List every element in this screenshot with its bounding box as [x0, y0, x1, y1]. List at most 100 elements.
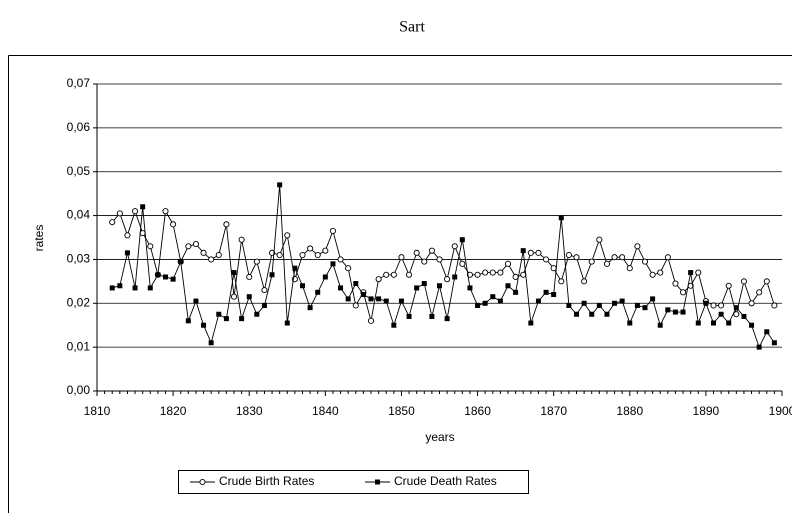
- data-point: [353, 281, 359, 287]
- data-point: [253, 258, 260, 265]
- data-point: [185, 318, 191, 324]
- data-point: [246, 273, 253, 281]
- data-point: [649, 271, 656, 278]
- data-point: [535, 298, 541, 304]
- data-point: [771, 302, 778, 309]
- data-point: [513, 289, 519, 295]
- data-point: [504, 260, 512, 267]
- data-point: [733, 305, 739, 311]
- data-point: [688, 270, 694, 276]
- data-point: [733, 311, 740, 318]
- data-point: [421, 281, 427, 287]
- data-point: [741, 313, 747, 319]
- data-point: [117, 283, 123, 289]
- data-point: [109, 285, 115, 291]
- data-point: [596, 236, 603, 243]
- data-point: [459, 260, 466, 267]
- data-point: [619, 298, 625, 304]
- data-point: [520, 248, 526, 254]
- data-point: [155, 272, 161, 278]
- data-point: [193, 298, 199, 304]
- data-point: [550, 265, 557, 272]
- data-point: [254, 311, 260, 317]
- data-point: [170, 276, 176, 282]
- data-point: [223, 221, 230, 228]
- data-point: [763, 278, 770, 285]
- data-point: [756, 344, 762, 350]
- data-point: [201, 322, 207, 328]
- data-point: [627, 320, 633, 326]
- series-line: [112, 184, 775, 349]
- data-point: [376, 296, 382, 302]
- data-point: [368, 296, 374, 302]
- data-point: [413, 249, 420, 256]
- data-point: [284, 320, 290, 326]
- data-point: [428, 247, 435, 254]
- data-point: [771, 340, 777, 346]
- data-point: [764, 329, 770, 335]
- data-point: [300, 283, 305, 289]
- x-tick-label: 1900: [769, 404, 792, 418]
- x-tick-label: 1870: [540, 404, 567, 418]
- data-point: [642, 305, 648, 311]
- chart-title: Sart: [399, 19, 425, 36]
- data-point: [695, 320, 701, 326]
- data-point: [322, 274, 328, 280]
- legend-marker: [199, 478, 206, 486]
- data-point: [239, 316, 245, 322]
- legend: [178, 470, 529, 494]
- data-point: [474, 271, 481, 278]
- data-point: [437, 283, 442, 289]
- data-point: [665, 307, 671, 313]
- data-point: [482, 269, 489, 276]
- data-point: [718, 311, 724, 317]
- data-point: [223, 316, 229, 322]
- data-point: [619, 254, 626, 261]
- x-tick-label: 1860: [464, 404, 491, 418]
- data-point: [612, 300, 618, 306]
- x-axis-label: years: [425, 430, 454, 444]
- data-point: [284, 232, 291, 239]
- data-point: [634, 243, 641, 250]
- data-point: [581, 278, 588, 285]
- data-point: [406, 271, 413, 278]
- data-point: [573, 254, 580, 261]
- data-point: [634, 302, 640, 308]
- data-point: [360, 292, 366, 298]
- data-point: [725, 282, 732, 289]
- data-point: [261, 302, 267, 308]
- data-point: [398, 254, 405, 261]
- x-tick-label: 1820: [160, 404, 187, 418]
- data-point: [680, 309, 686, 315]
- data-point: [215, 251, 222, 259]
- data-point: [565, 251, 572, 259]
- data-point: [574, 311, 579, 317]
- data-point: [512, 273, 519, 281]
- data-point: [497, 298, 503, 304]
- legend-label: Crude Death Rates: [394, 474, 497, 488]
- data-point: [482, 300, 488, 306]
- data-point: [352, 302, 359, 309]
- data-point: [109, 219, 116, 226]
- y-axis-label: rates: [32, 225, 46, 252]
- data-point: [322, 247, 329, 254]
- data-point: [490, 294, 496, 300]
- y-tick-label: 0,04: [67, 208, 91, 222]
- data-point: [124, 232, 131, 239]
- data-point: [604, 311, 610, 317]
- data-point: [740, 278, 747, 285]
- data-point: [269, 272, 275, 278]
- data-point: [307, 305, 313, 311]
- data-point: [208, 256, 215, 263]
- data-point: [551, 292, 557, 298]
- data-point: [528, 320, 534, 326]
- data-point: [703, 300, 709, 306]
- x-tick-label: 1810: [84, 404, 111, 418]
- x-tick-label: 1890: [693, 404, 720, 418]
- data-point: [641, 258, 649, 265]
- data-point: [147, 285, 153, 291]
- data-point: [246, 294, 252, 300]
- data-point: [718, 302, 725, 309]
- data-point: [170, 221, 177, 228]
